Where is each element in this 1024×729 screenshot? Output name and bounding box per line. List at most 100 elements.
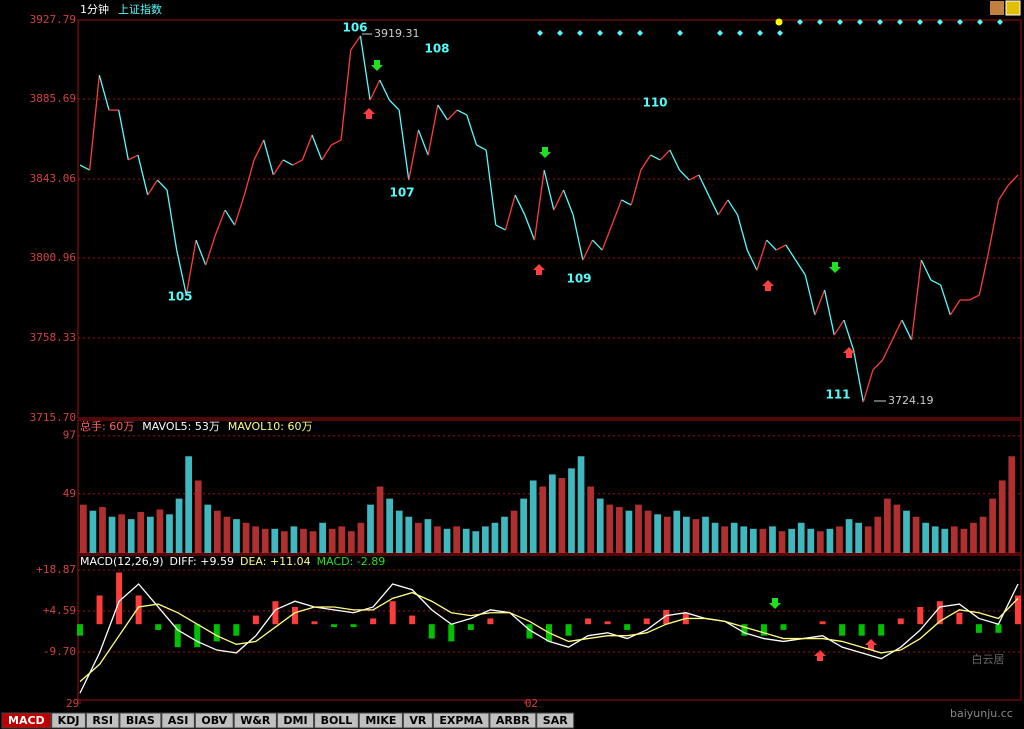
tab[interactable] [85,712,120,729]
tab-label[interactable]: DMI [283,714,307,727]
tab-label[interactable]: ASI [168,714,189,727]
tool-icon[interactable] [990,1,1004,15]
tab-label[interactable]: KDJ [58,714,80,727]
tab-label[interactable]: EXPMA [439,714,483,727]
volume-bar [348,531,355,553]
wave-label: 109 [566,272,591,286]
volume-bar [884,498,891,553]
price-segment [369,79,381,101]
tab[interactable] [314,712,359,729]
price-segment [388,99,400,111]
wave-label: 107 [389,186,414,200]
tab-label[interactable]: SAR [543,714,568,727]
price-segment [785,244,797,261]
volume-bar [99,507,106,553]
tab-label[interactable]: BIAS [126,714,155,727]
tab-label[interactable]: W&R [240,714,271,727]
volume-bar [338,526,346,553]
tab[interactable] [402,712,433,729]
price-segment [611,199,623,226]
signal-dot [837,19,843,25]
window-icon[interactable] [1005,0,1021,16]
tab[interactable] [51,712,86,729]
volume-bar [529,480,537,553]
price-segment [185,239,197,296]
price-segment [901,319,913,341]
price-segment [852,349,864,403]
price-segment [446,109,458,121]
price-segment [214,209,226,236]
tab-label[interactable]: MACD [8,714,45,727]
volume-bar [893,504,901,553]
volume-bar [577,456,585,553]
tab[interactable] [489,712,537,729]
tab[interactable] [194,712,234,729]
volume-bar [415,522,422,553]
signal-dot [597,30,603,36]
price-segment [301,134,313,161]
volume-bar [836,526,843,553]
tab[interactable] [233,712,277,729]
price-segment [253,139,265,161]
tab[interactable] [161,712,195,729]
volume-bar [750,528,757,553]
price-segment [630,169,642,206]
y-tick-label: 3800.96 [30,251,76,264]
tab[interactable] [119,712,162,729]
signal-dot [817,19,823,25]
up-arrow [814,650,826,661]
volume-bar [960,528,968,553]
volume-bar [616,507,623,553]
volume-bar [568,468,575,553]
tab-label[interactable]: BOLL [321,714,353,727]
tab-label[interactable]: ARBR [496,714,530,727]
price-segment [988,199,1000,251]
tab-label[interactable]: OBV [201,714,227,727]
price-segment [524,214,536,241]
up-arrow [865,639,877,650]
volume-bar [912,516,920,553]
y-tick-label: 49 [63,487,76,500]
price-segment [766,239,777,251]
y-tick-label: -9.70 [43,645,76,658]
volume-bar [443,528,451,553]
volume-bar [606,504,614,553]
volume-bar [721,526,728,553]
volume-bar [941,528,949,553]
volume-bar [587,486,594,553]
tab[interactable] [432,712,490,729]
price-segment [427,104,439,156]
volume-legend: 总手: 60万 [80,419,134,433]
tab[interactable] [276,712,315,729]
price-segment [89,75,100,171]
volume-bar [328,528,336,553]
y-tick-label: 3843.06 [30,172,76,185]
price-segment [717,199,729,216]
tab-label[interactable]: VR [409,714,427,727]
wave-label: 105 [167,290,192,304]
volume-bar [635,504,642,553]
volume-bar [472,531,480,553]
volume-bar [826,528,834,553]
y-tick-label: +4.59 [43,604,76,617]
price-segment [321,144,332,161]
signal-dot [897,19,903,25]
tab[interactable] [358,712,403,729]
tab-label[interactable]: MIKE [365,714,396,727]
price-segment [379,79,391,101]
tab[interactable] [1,712,52,729]
volume-bar [434,526,441,553]
high-label: 3919.31 [374,27,420,40]
price-segment [195,239,207,266]
wave-label: 111 [825,388,850,402]
price-segment [582,239,594,261]
signal-dot [797,19,803,25]
tab-label[interactable]: RSI [92,714,113,727]
volume-bar [855,522,862,553]
price-segment [795,259,806,276]
price-segment [147,179,158,196]
price-segment [417,129,429,156]
price-segment [408,129,420,181]
tab[interactable] [536,712,575,729]
volume-bar [864,526,872,553]
